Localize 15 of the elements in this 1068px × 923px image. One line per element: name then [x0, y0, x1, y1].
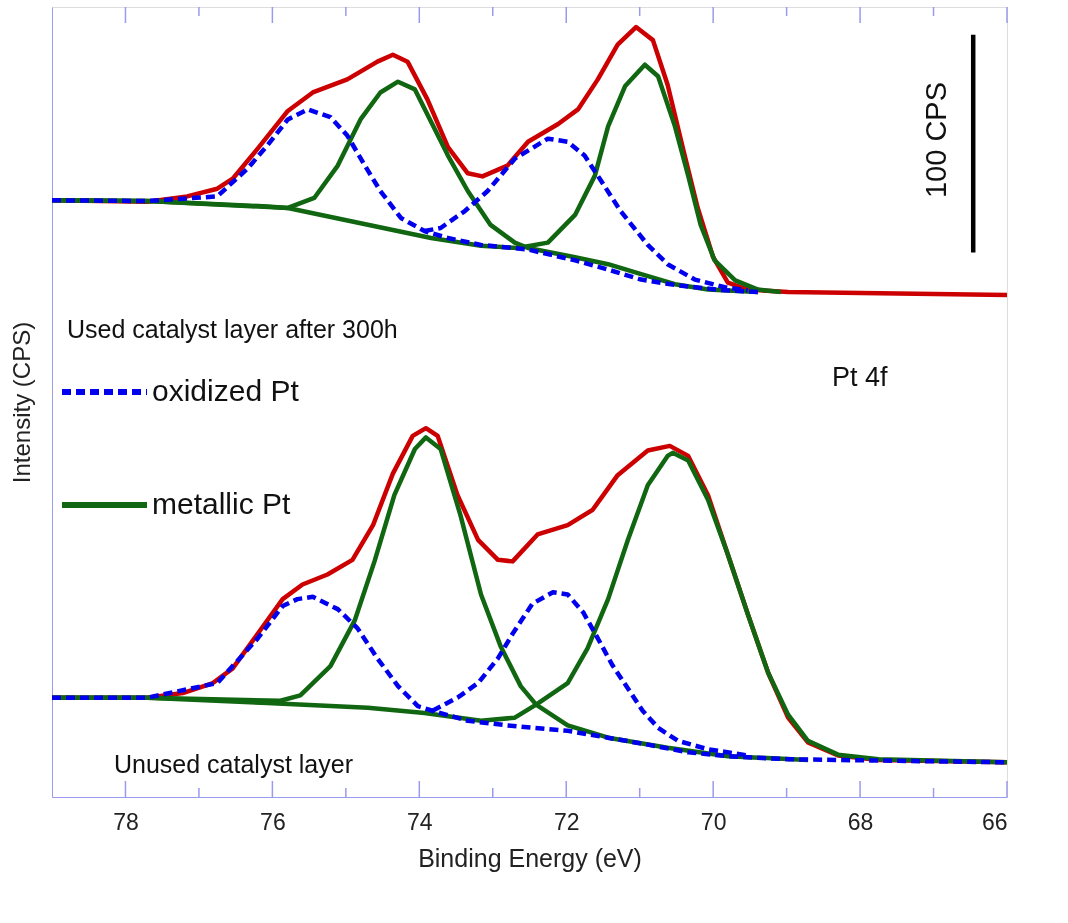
annotation: Used catalyst layer after 300h [67, 315, 398, 343]
x-tick-label: 74 [407, 808, 433, 835]
annotation: Pt 4f [832, 362, 889, 392]
annotation: 100 CPS [920, 81, 952, 199]
legend-label: metallic Pt [152, 487, 292, 520]
annotation: Unused catalyst layer [114, 750, 354, 778]
x-tick-label: 66 [981, 808, 1008, 835]
x-tick-label: 78 [113, 808, 139, 835]
x-tick-label: 70 [700, 808, 727, 835]
legend-label: oxidized Pt [152, 374, 300, 407]
x-tick-label: 68 [847, 808, 874, 835]
x-tick-label: 72 [553, 808, 580, 835]
x-axis-title: Binding Energy (eV) [418, 843, 642, 872]
x-tick-label: 76 [260, 808, 286, 835]
y-axis-title: Intensity (CPS) [7, 321, 35, 484]
